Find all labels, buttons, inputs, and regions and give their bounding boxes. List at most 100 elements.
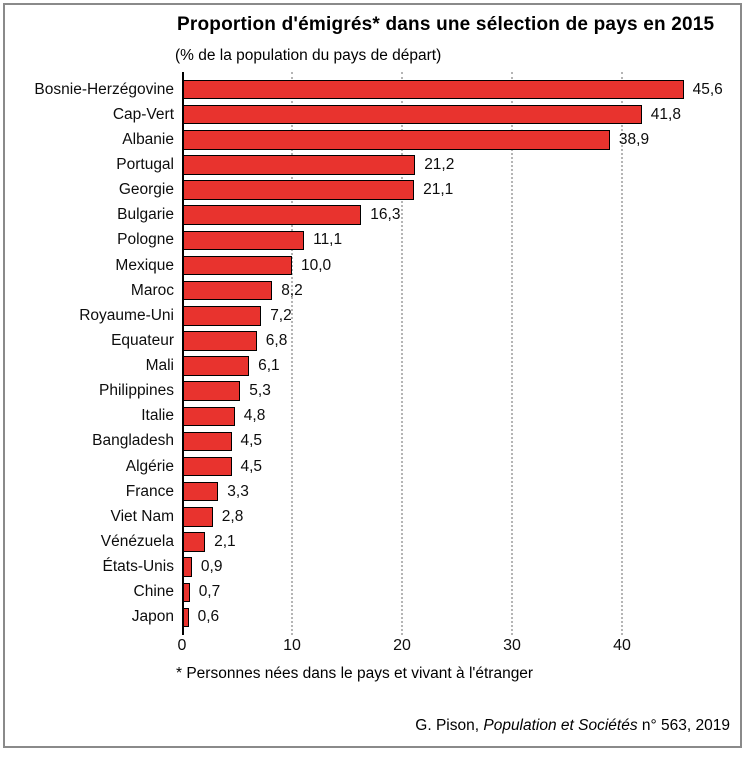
bar [182,79,684,100]
source-journal: Population et Sociétés [483,717,638,734]
chart-subtitle: (% de la population du pays de départ) [175,47,442,64]
bar [182,155,416,175]
chart-row: Cap-Vert 41,8 [113,102,681,127]
value-label: 21,2 [424,155,455,173]
x-tick-label: 10 [283,637,301,654]
value-label: 0,9 [200,558,223,576]
bar [182,507,213,527]
x-tick-label: 20 [393,637,411,654]
source-suffix: n° 563, 2019 [637,717,730,734]
chart-row: Portugal 21,2 [116,152,455,177]
chart-row: Algérie 4,5 [126,454,262,479]
country-label: France [125,482,174,500]
source-credit: G. Pison, Population et Sociétés n° 563,… [415,717,730,735]
gridline-30 [511,72,513,635]
chart-row: Chine 0,7 [134,580,221,605]
country-label: Bulgarie [117,206,174,224]
chart-row: Albanie 38,9 [122,127,650,152]
chart-row: Philippines 5,3 [99,379,271,404]
chart-title: Proportion d'émigrés* dans une sélection… [177,14,715,35]
value-label: 5,3 [249,382,271,400]
bar [182,180,415,200]
chart-row: Pologne 11,1 [117,228,343,253]
footnote: * Personnes nées dans le pays et vivant … [176,665,534,682]
bar [182,456,232,477]
country-label: États-Unis [102,558,175,576]
value-label: 21,1 [423,181,454,199]
country-label: Royaume-Uni [79,306,174,324]
x-tick-label: 30 [503,637,521,654]
bar [182,280,273,301]
gridline-40 [621,72,623,635]
gridline-10 [291,72,293,635]
y-axis-line [182,72,184,635]
value-label: 6,8 [265,331,288,349]
x-tick-label: 40 [613,637,631,654]
country-label: Bosnie-Herzégovine [34,80,174,98]
country-label: Philippines [99,382,174,400]
bar [182,532,206,552]
bar [182,381,241,401]
bar [182,431,232,452]
chart-row: États-Unis 0,9 [103,555,223,580]
chart-row: Italie 4,8 [141,404,266,429]
plot-area: Bosnie-Herzégovine 45,6 Cap-Vert 41,8 Albani… [34,72,742,635]
value-label: 10,0 [301,256,332,274]
country-label: Viet Nam [110,507,174,525]
value-label: 2,8 [221,507,244,525]
chart-row: France 3,3 [126,479,249,504]
value-label: 41,8 [650,105,681,123]
country-label: Equateur [111,331,174,349]
value-label: 4,8 [243,407,266,425]
chart-row: Bangladesh 4,5 [92,429,263,454]
value-label: 7,2 [270,306,292,324]
bar [182,255,292,276]
x-tick-label: 0 [177,637,187,654]
value-label: 38,9 [618,130,650,148]
value-label: 4,5 [240,432,263,450]
chart-row: Georgie 21,1 [119,178,454,203]
bar [182,104,642,125]
bar [182,205,362,225]
chart-row: Vénézuela 2,1 [101,529,236,554]
chart-row: Bosnie-Herzégovine 45,6 [34,77,723,102]
chart-row: Equateur 6,8 [111,328,288,353]
bar [182,406,235,427]
value-label: 0,6 [197,608,220,626]
country-label: Georgie [118,181,174,199]
source-prefix: G. Pison, [415,717,484,734]
bar [182,306,262,326]
value-label: 2,1 [214,533,236,551]
bar [182,130,610,150]
country-label: Bangladesh [92,432,174,450]
chart-row: Mexique 10,0 [115,253,332,278]
country-label: Mexique [115,256,174,274]
chart-row: Royaume-Uni 7,2 [79,303,292,328]
country-label: Algérie [125,457,174,475]
value-label: 11,1 [313,231,343,249]
country-label: Mali [145,357,174,375]
chart-row: Japon 0,6 [132,605,220,630]
value-label: 0,7 [198,583,221,601]
value-label: 8,2 [281,281,303,299]
country-label: Maroc [130,281,174,299]
value-label: 45,6 [692,80,723,98]
chart-row: Maroc 8,2 [131,278,303,303]
chart-row: Mali 6,1 [146,354,280,379]
value-label: 6,1 [258,357,280,375]
gridline-20 [401,72,403,635]
chart-row: Viet Nam 2,8 [111,504,244,529]
country-label: Japon [131,608,174,626]
value-label: 3,3 [227,482,249,500]
country-label: Pologne [117,231,174,249]
country-label: Vénézuela [100,533,174,551]
bar [182,481,219,502]
bar [182,230,305,251]
bar [182,356,250,376]
country-label: Portugal [116,155,174,173]
chart-row: Bulgarie 16,3 [117,203,401,228]
country-label: Chine [133,583,175,601]
value-label: 16,3 [370,206,401,224]
x-axis-labels: 0 10 20 30 40 [178,637,742,657]
chart-frame [3,3,742,748]
